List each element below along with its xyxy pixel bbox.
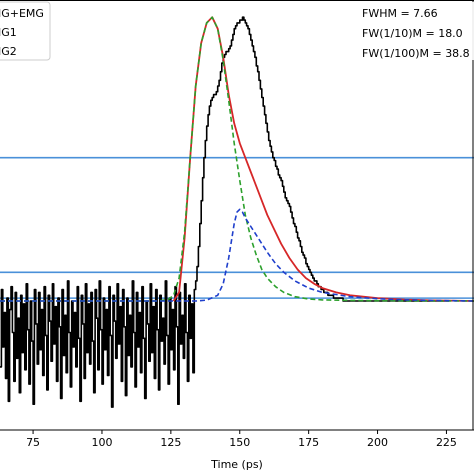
x-tick-label-5: 200 <box>367 436 388 449</box>
series-fit-component-2 <box>0 208 474 302</box>
series-fit-total <box>172 16 474 302</box>
x-axis-label: Time (ps) <box>210 458 263 471</box>
annotation-fw10: FW(1/10)M = 18.0 <box>362 27 463 40</box>
legend-entry-component-2: IG2 <box>0 45 17 58</box>
x-tick-label-2: 125 <box>160 436 181 449</box>
x-ticks: 75 100 125 150 175 200 225 <box>26 430 457 449</box>
annotations: FWHM = 7.66 FW(1/10)M = 18.0 FW(1/100)M … <box>356 2 474 60</box>
legend-box <box>0 1 51 61</box>
series-layer <box>0 16 474 408</box>
x-tick-label-1: 100 <box>91 436 112 449</box>
x-tick-label-0: 75 <box>26 436 40 449</box>
legend: IG+EMG IG1 IG2 <box>0 1 51 61</box>
annotation-fw100: FW(1/100)M = 38.8 <box>362 47 470 60</box>
x-tick-label-4: 175 <box>298 436 319 449</box>
legend-entry-fit: IG+EMG <box>0 7 44 20</box>
annotation-fwhm: FWHM = 7.66 <box>362 7 438 20</box>
x-tick-label-6: 225 <box>436 436 457 449</box>
series-fit-component-1 <box>0 16 474 302</box>
legend-entry-component-1: IG1 <box>0 26 17 39</box>
x-tick-label-3: 150 <box>229 436 250 449</box>
annotation-box <box>356 2 474 60</box>
x-axis <box>0 0 474 431</box>
